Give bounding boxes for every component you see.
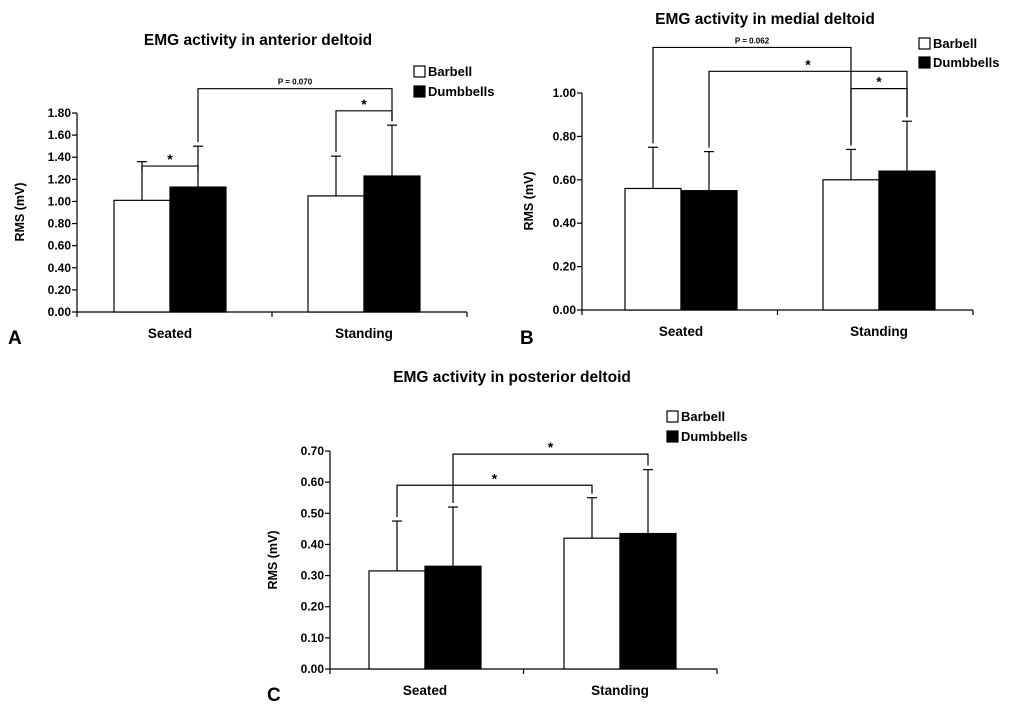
y-tick-label: 0.70 [301,444,325,458]
y-tick-label: 0.80 [553,129,577,143]
legend-swatch-barbell [413,65,426,78]
chart-title: EMG activity in medial deltoid [655,11,875,28]
legend-label-barbell: Barbell [933,36,977,51]
y-tick-label: 0.00 [553,303,577,317]
legend-swatch-dumbbells [413,85,426,98]
bar-dumbbells [878,170,936,311]
significance-bracket [141,165,199,173]
y-tick-label: 0.00 [48,305,72,319]
y-tick-label: 0.20 [553,260,577,274]
chart-title: EMG activity in posterior deltoid [393,369,631,386]
significance-bracket [708,70,908,148]
legend-label-barbell: Barbell [428,64,472,79]
chart-medial-deltoid: EMG activity in medial deltoid RMS (mV) … [520,11,999,349]
significance-label: P = 0.070 [278,78,313,87]
y-tick-label: 1.00 [48,194,72,208]
y-tick-label: 1.20 [48,172,72,186]
significance-label: * [805,56,811,72]
bar-barbell [368,570,426,670]
y-tick-label: 0.10 [301,631,325,645]
y-tick-label: 0.40 [301,537,325,551]
bar-barbell [624,187,682,311]
y-tick-label: 0.00 [301,662,325,676]
chart-title: EMG activity in anterior deltoid [144,32,372,49]
y-tick-label: 1.60 [48,128,72,142]
chart-anterior-deltoid: EMG activity in anterior deltoid RMS (mV… [8,32,494,349]
bar-dumbbells [619,532,677,670]
y-tick-label: 0.60 [553,173,577,187]
y-tick-label: 0.80 [48,217,72,231]
bar-barbell [822,179,880,311]
y-tick-label: 0.20 [48,283,72,297]
significance-bracket [197,88,393,143]
legend-swatch-dumbbells [666,430,679,443]
bar-dumbbells [424,565,482,670]
legend-swatch-dumbbells [918,56,931,69]
significance-label: * [548,439,554,455]
y-tick-label: 0.30 [301,569,325,583]
y-tick-label: 0.60 [301,475,325,489]
y-tick-label: 0.60 [48,239,72,253]
y-axis-label: RMS (mV) [266,530,280,589]
legend-swatch-barbell [918,37,931,50]
y-axis-label: RMS (mV) [13,182,27,241]
significance-label: * [492,470,498,486]
legend-label-dumbbells: Dumbbells [933,55,999,70]
legend-swatch-barbell [666,410,679,423]
bar-dumbbells [169,186,227,313]
chart-posterior-deltoid: EMG activity in posterior deltoid RMS (m… [266,369,747,706]
bar-barbell [113,199,171,313]
y-tick-label: 1.00 [553,86,577,100]
legend-label-dumbbells: Dumbbells [428,84,494,99]
significance-bracket [335,110,393,153]
significance-bracket [452,453,649,504]
panel-label: B [520,328,534,349]
y-tick-label: 0.50 [301,506,325,520]
x-tick-label: Seated [148,326,192,341]
y-axis-label: RMS (mV) [522,171,536,230]
y-tick-label: 0.40 [48,261,72,275]
legend-label-barbell: Barbell [681,409,725,424]
x-tick-label: Seated [659,324,703,339]
panel-label: C [267,685,281,706]
significance-label: * [361,96,367,112]
x-tick-label: Standing [591,683,649,698]
y-tick-label: 0.20 [301,600,325,614]
x-tick-label: Standing [850,324,908,339]
significance-label: * [876,74,882,90]
x-tick-label: Standing [335,326,393,341]
significance-label: * [167,151,173,167]
legend-label-dumbbells: Dumbbells [681,429,747,444]
bar-barbell [307,195,365,313]
bar-dumbbells [680,190,738,311]
significance-bracket [850,88,908,146]
y-tick-label: 1.80 [48,106,72,120]
bar-dumbbells [363,175,421,313]
y-tick-label: 1.40 [48,150,72,164]
x-tick-label: Seated [403,683,447,698]
significance-bracket [396,484,593,518]
bar-barbell [563,537,621,670]
panel-label: A [8,328,22,349]
significance-bracket [652,46,852,146]
significance-label: P = 0.062 [735,36,770,45]
y-tick-label: 0.40 [553,216,577,230]
